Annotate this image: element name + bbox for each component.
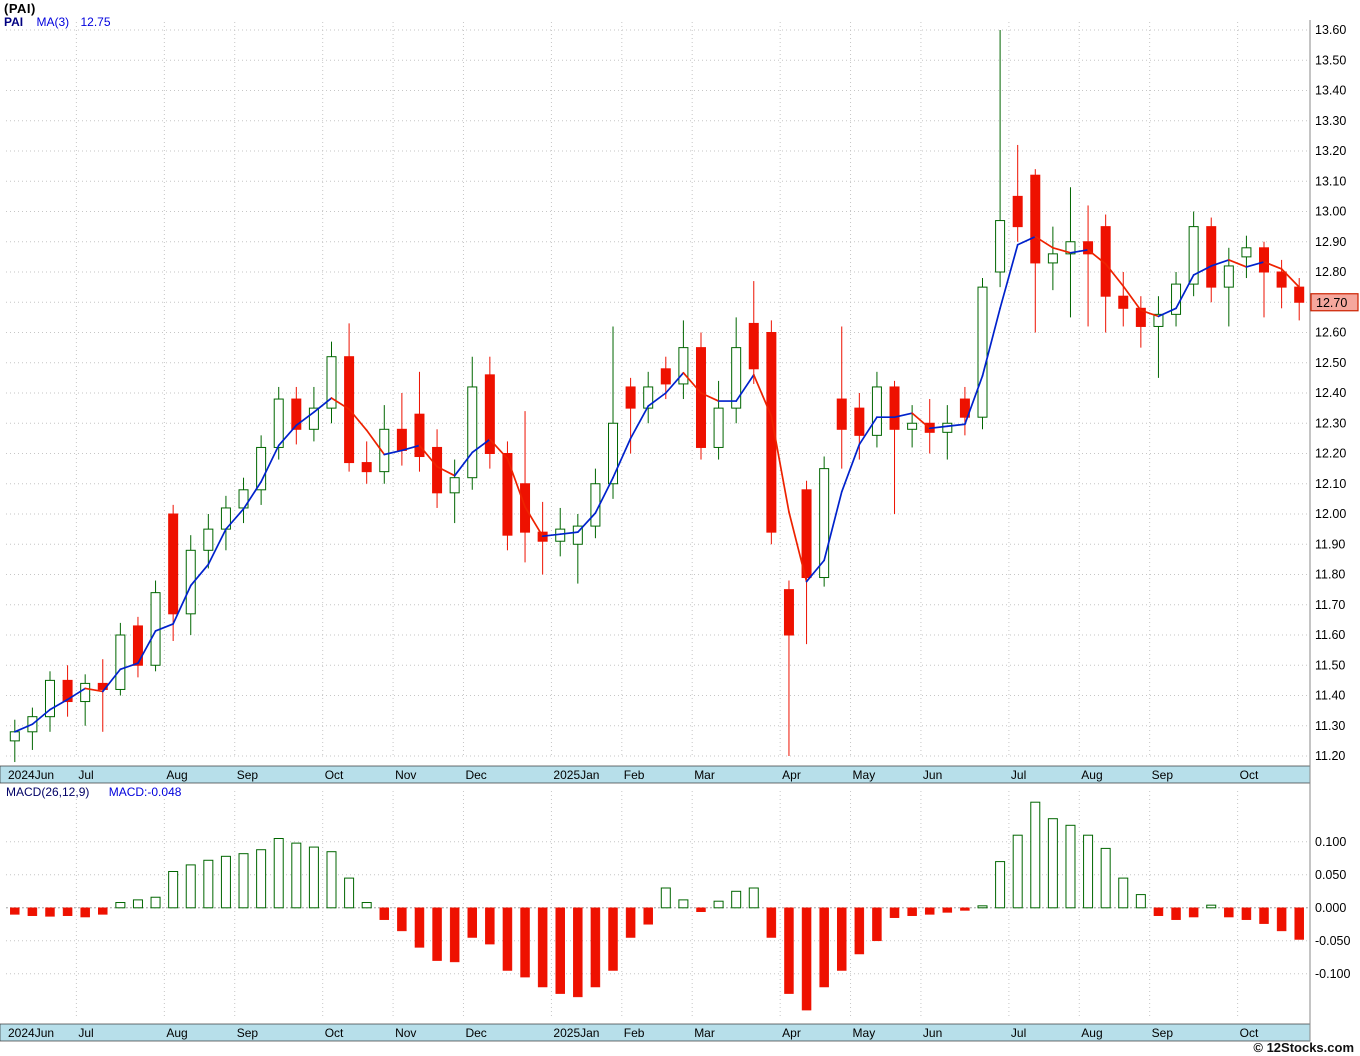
svg-text:Aug: Aug	[166, 768, 187, 782]
svg-text:12.60: 12.60	[1315, 326, 1346, 340]
svg-text:2025Jan: 2025Jan	[553, 1026, 599, 1040]
svg-text:Sep: Sep	[1152, 1026, 1174, 1040]
svg-text:12.50: 12.50	[1315, 356, 1346, 370]
svg-text:Aug: Aug	[1081, 768, 1102, 782]
svg-text:13.20: 13.20	[1315, 144, 1346, 158]
svg-text:Oct: Oct	[325, 768, 344, 782]
macd-legend: MACD(26,12,9) MACD:-0.048	[6, 785, 181, 799]
svg-text:-0.050: -0.050	[1315, 934, 1350, 948]
svg-text:13.50: 13.50	[1315, 53, 1346, 67]
svg-text:May: May	[853, 1026, 876, 1040]
svg-text:11.90: 11.90	[1315, 537, 1345, 551]
chart-title: (PAI)	[4, 1, 36, 16]
svg-text:Nov: Nov	[395, 768, 416, 782]
svg-text:0.050: 0.050	[1315, 868, 1346, 882]
symbol-label: PAI	[4, 15, 24, 29]
watermark: © 12Stocks.com	[1253, 1040, 1354, 1055]
ma-legend-label: MA(3)	[36, 15, 70, 29]
svg-text:11.60: 11.60	[1315, 628, 1345, 642]
svg-text:13.30: 13.30	[1315, 114, 1346, 128]
svg-text:12.40: 12.40	[1315, 386, 1346, 400]
svg-text:-0.100: -0.100	[1315, 967, 1350, 981]
svg-text:Mar: Mar	[694, 1026, 715, 1040]
svg-text:2025Jan: 2025Jan	[553, 768, 599, 782]
svg-text:11.80: 11.80	[1315, 568, 1345, 582]
svg-text:Jul: Jul	[1011, 768, 1026, 782]
svg-text:Sep: Sep	[237, 768, 259, 782]
svg-text:Jun: Jun	[923, 1026, 942, 1040]
svg-text:Jul: Jul	[1011, 1026, 1026, 1040]
svg-text:13.10: 13.10	[1315, 174, 1346, 188]
svg-text:2024Jun: 2024Jun	[8, 1026, 54, 1040]
svg-text:12.10: 12.10	[1315, 477, 1346, 491]
svg-text:Oct: Oct	[325, 1026, 344, 1040]
svg-text:Aug: Aug	[1081, 1026, 1102, 1040]
svg-text:Oct: Oct	[1240, 768, 1259, 782]
ma-legend-value: 12.75	[80, 15, 111, 29]
svg-text:13.00: 13.00	[1315, 205, 1346, 219]
svg-text:11.70: 11.70	[1315, 598, 1345, 612]
svg-text:2024Jun: 2024Jun	[8, 768, 54, 782]
svg-text:Sep: Sep	[237, 1026, 259, 1040]
svg-text:Jul: Jul	[78, 1026, 93, 1040]
svg-text:12.00: 12.00	[1315, 507, 1346, 521]
svg-text:Feb: Feb	[624, 1026, 645, 1040]
svg-text:Jun: Jun	[923, 768, 942, 782]
macd-legend-value: MACD:-0.048	[108, 785, 182, 799]
macd-legend-label: MACD(26,12,9)	[6, 785, 90, 799]
svg-text:Mar: Mar	[694, 768, 715, 782]
svg-text:Dec: Dec	[465, 1026, 486, 1040]
svg-text:Oct: Oct	[1240, 1026, 1259, 1040]
svg-text:11.30: 11.30	[1315, 719, 1345, 733]
svg-text:Aug: Aug	[166, 1026, 187, 1040]
svg-text:Jul: Jul	[78, 768, 93, 782]
svg-text:12.80: 12.80	[1315, 265, 1346, 279]
svg-text:11.40: 11.40	[1315, 689, 1345, 703]
svg-text:Nov: Nov	[395, 1026, 416, 1040]
svg-text:0.100: 0.100	[1315, 835, 1346, 849]
svg-text:12.20: 12.20	[1315, 447, 1346, 461]
svg-text:Feb: Feb	[624, 768, 645, 782]
svg-text:Dec: Dec	[465, 768, 486, 782]
svg-text:12.70: 12.70	[1316, 296, 1347, 310]
svg-text:0.000: 0.000	[1315, 901, 1346, 915]
svg-text:11.50: 11.50	[1315, 658, 1345, 672]
svg-text:12.90: 12.90	[1315, 235, 1346, 249]
svg-text:11.20: 11.20	[1315, 749, 1345, 763]
svg-text:Apr: Apr	[782, 1026, 801, 1040]
price-legend: PAI MA(3) 12.75	[4, 15, 119, 29]
svg-text:12.30: 12.30	[1315, 416, 1346, 430]
svg-text:Apr: Apr	[782, 768, 801, 782]
svg-text:May: May	[853, 768, 876, 782]
svg-text:13.60: 13.60	[1315, 23, 1346, 37]
svg-text:13.40: 13.40	[1315, 84, 1346, 98]
svg-text:Sep: Sep	[1152, 768, 1174, 782]
